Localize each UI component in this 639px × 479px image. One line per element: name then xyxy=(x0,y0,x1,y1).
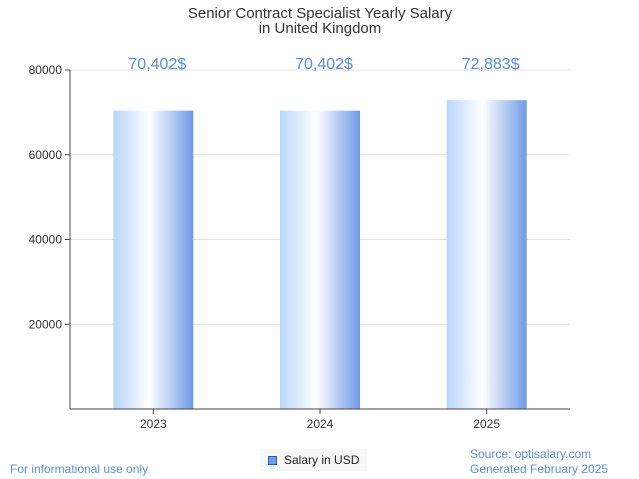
legend-label: Salary in USD xyxy=(284,453,360,467)
x-axis-ticks: 2023 2024 2025 xyxy=(140,409,500,431)
data-label-2025: 72,883$ xyxy=(462,56,520,73)
y-tick-label: 40000 xyxy=(29,233,63,247)
data-label-2023: 70,402$ xyxy=(128,56,186,73)
x-tick-label-2023: 2023 xyxy=(140,417,167,431)
bar-2025 xyxy=(446,100,527,409)
source-text: Source: optisalary.com xyxy=(470,447,592,461)
disclaimer-text: For informational use only xyxy=(10,462,149,476)
bar-2024 xyxy=(280,110,360,410)
bar-2023 xyxy=(113,110,194,410)
generated-text: Generated February 2025 xyxy=(470,462,609,476)
y-tick-label: 80000 xyxy=(29,63,63,77)
y-axis-ticks: 20000 40000 60000 80000 xyxy=(29,63,70,331)
chart-title-line-2: in United Kingdom xyxy=(259,20,382,37)
bars xyxy=(113,100,527,410)
data-label-2024: 70,402$ xyxy=(295,56,353,73)
data-labels: 70,402$ 70,402$ 72,883$ xyxy=(128,56,519,73)
x-tick-label-2025: 2025 xyxy=(473,417,500,431)
chart-title-line-1: Senior Contract Specialist Yearly Salary xyxy=(188,5,453,22)
source-info: Source: optisalary.com Generated Februar… xyxy=(470,447,608,477)
legend-swatch xyxy=(268,455,277,465)
y-tick-label: 20000 xyxy=(29,317,63,331)
y-tick-label: 60000 xyxy=(29,148,63,162)
x-tick-label-2024: 2024 xyxy=(307,417,334,431)
legend: Salary in USD xyxy=(260,449,368,471)
